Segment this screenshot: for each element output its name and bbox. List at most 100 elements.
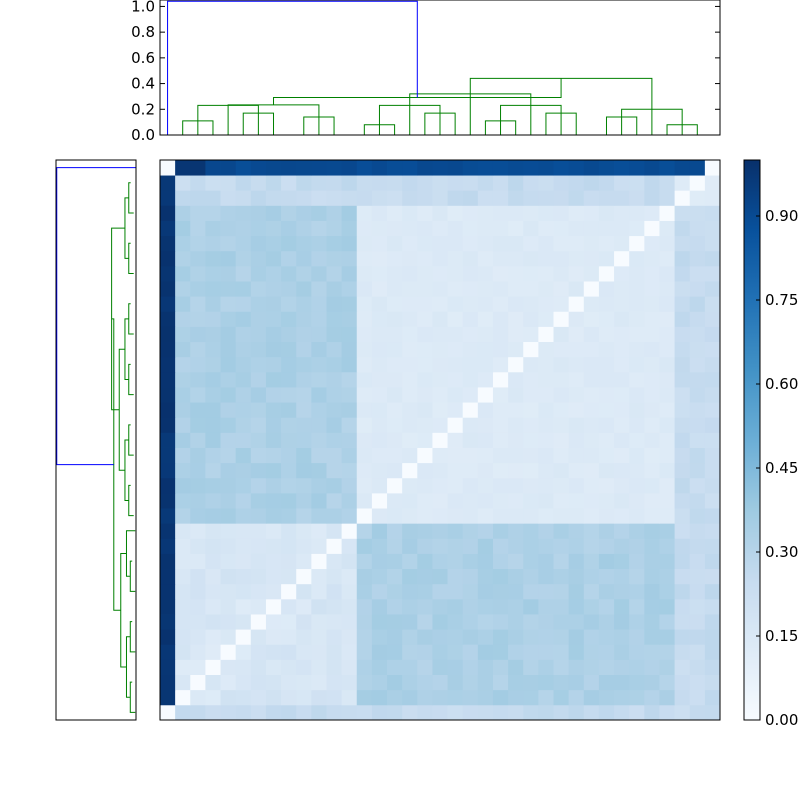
heatmap-cell — [326, 417, 343, 433]
heatmap-cell — [250, 220, 267, 237]
heatmap-cell — [205, 538, 221, 554]
heatmap-cell — [523, 644, 539, 660]
heatmap-cell — [674, 538, 691, 554]
heatmap-cell — [311, 326, 327, 343]
top-dendrogram-tick-label: 1.0 — [131, 0, 155, 15]
heatmap-cell — [371, 614, 388, 630]
heatmap-cell — [538, 462, 554, 479]
heatmap-cell — [281, 644, 297, 660]
heatmap-cell — [598, 629, 615, 645]
heatmap-cell — [402, 311, 418, 327]
heatmap-cell — [538, 553, 554, 570]
heatmap-cell — [674, 250, 691, 267]
heatmap-cell — [205, 614, 221, 630]
heatmap-cell — [205, 583, 221, 600]
heatmap-cell — [296, 644, 312, 660]
heatmap-cell — [371, 432, 388, 448]
heatmap-cell — [568, 477, 585, 494]
heatmap-cell — [402, 281, 418, 297]
heatmap-cell — [265, 598, 282, 615]
heatmap-cell — [235, 265, 252, 282]
heatmap-cell — [659, 462, 675, 479]
heatmap-cell — [160, 598, 176, 615]
heatmap-cell — [674, 644, 691, 660]
heatmap-cell — [447, 402, 464, 418]
heatmap-cell — [477, 629, 494, 645]
heatmap-cell — [659, 568, 675, 585]
heatmap-cell — [704, 235, 721, 252]
heatmap-cell — [447, 265, 464, 282]
heatmap-cell — [220, 387, 237, 403]
heatmap-cell — [402, 250, 418, 267]
heatmap-cell — [629, 220, 645, 237]
heatmap-cell — [311, 402, 327, 418]
heatmap-cell — [311, 674, 327, 691]
heatmap-cell — [462, 235, 479, 252]
heatmap-cell — [553, 598, 570, 615]
heatmap-cell — [614, 432, 630, 448]
heatmap-cell — [220, 492, 237, 509]
heatmap-cell — [598, 704, 615, 721]
heatmap-cell — [462, 629, 479, 645]
heatmap-cell — [492, 235, 509, 252]
heatmap-cell — [614, 387, 630, 403]
heatmap-cell — [281, 296, 297, 312]
heatmap-cell — [629, 568, 645, 585]
heatmap-cell — [160, 326, 176, 343]
heatmap-cell — [341, 296, 358, 312]
heatmap-cell — [644, 326, 660, 343]
heatmap-cell — [175, 568, 191, 585]
heatmap-cell — [190, 296, 206, 312]
heatmap-cell — [598, 659, 615, 675]
heatmap-cell — [356, 235, 373, 252]
heatmap-cell — [417, 281, 433, 297]
heatmap-cell — [659, 689, 675, 706]
heatmap-cell — [387, 417, 403, 433]
heatmap-cell — [311, 220, 327, 237]
heatmap-cell — [281, 235, 297, 252]
heatmap-cell — [326, 190, 343, 206]
heatmap-cell — [281, 614, 297, 630]
heatmap-cell — [523, 417, 539, 433]
heatmap-cell — [205, 689, 221, 706]
heatmap-cell — [160, 538, 176, 554]
heatmap-cell — [220, 235, 237, 252]
heatmap-cell — [614, 356, 630, 373]
top-dendrogram-tick-label: 0.0 — [131, 126, 155, 144]
heatmap-cell — [447, 614, 464, 630]
heatmap-cell — [583, 432, 600, 448]
heatmap-cell — [205, 447, 221, 464]
heatmap-cell — [659, 447, 675, 464]
heatmap-cell — [614, 644, 630, 660]
heatmap-cell — [356, 175, 373, 191]
heatmap-cell — [281, 583, 297, 600]
heatmap-cell — [553, 492, 570, 509]
heatmap-cell — [160, 614, 176, 630]
heatmap-cell — [205, 235, 221, 252]
heatmap-cell — [508, 492, 524, 509]
heatmap-cell — [477, 265, 494, 282]
heatmap-cell — [417, 341, 433, 358]
heatmap-cell — [356, 265, 373, 282]
heatmap-cell — [160, 296, 176, 312]
heatmap-cell — [281, 629, 297, 645]
heatmap-cell — [235, 462, 252, 479]
heatmap-cell — [508, 160, 524, 176]
heatmap-cells — [160, 160, 721, 721]
heatmap-cell — [311, 704, 327, 721]
heatmap-cell — [583, 508, 600, 524]
heatmap-cell — [568, 508, 585, 524]
heatmap-cell — [281, 523, 297, 539]
heatmap-cell — [523, 477, 539, 494]
heatmap-cell — [190, 477, 206, 494]
dendrogram-link — [129, 681, 136, 713]
heatmap-cell — [523, 553, 539, 570]
heatmap-cell — [341, 659, 358, 675]
heatmap-cell — [175, 553, 191, 570]
heatmap-cell — [614, 311, 630, 327]
heatmap-cell — [659, 402, 675, 418]
heatmap-cell — [326, 402, 343, 418]
heatmap-cell — [190, 598, 206, 615]
heatmap-cell — [614, 674, 630, 691]
heatmap-cell — [644, 462, 660, 479]
